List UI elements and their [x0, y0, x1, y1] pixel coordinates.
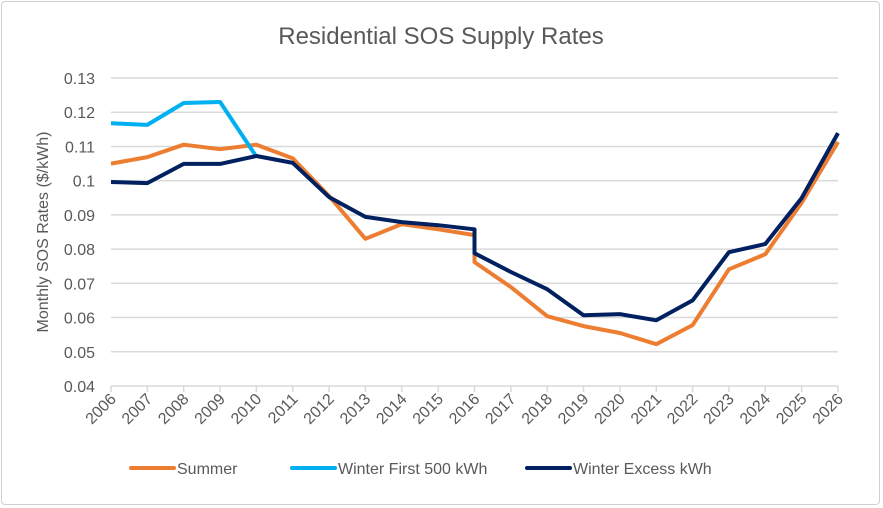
y-tick-label: 0.07: [64, 276, 95, 293]
chart-title: Residential SOS Supply Rates: [278, 23, 604, 50]
y-tick-label: 0.12: [64, 105, 95, 122]
x-tick-label: 2008: [155, 391, 192, 428]
x-tick-label: 2015: [410, 391, 447, 428]
legend-label: Winter First 500 kWh: [338, 461, 487, 478]
x-tick-label: 2013: [337, 391, 374, 428]
x-tick-label: 2018: [519, 391, 556, 428]
x-tick-label: 2019: [555, 391, 592, 428]
series-line-winter-first-500-kwh: [110, 100, 259, 158]
x-tick-label: 2011: [265, 391, 301, 427]
x-tick-label: 2009: [192, 391, 229, 428]
y-tick-label: 0.05: [64, 345, 95, 362]
y-tick-label: 0.13: [64, 71, 95, 88]
x-tick-label: 2021: [628, 391, 665, 428]
x-tick-label: 2014: [373, 391, 410, 428]
y-tick-label: 0.04: [64, 379, 95, 396]
series-line-winter-excess-kwh: [110, 132, 840, 323]
y-tick-label: 0.1: [73, 174, 95, 191]
x-tick-label: 2022: [664, 391, 701, 428]
y-tick-label: 0.09: [64, 208, 95, 225]
y-tick-label: 0.06: [64, 311, 95, 328]
x-tick-label: 2017: [482, 391, 519, 428]
legend-label: Summer: [177, 461, 238, 478]
y-tick-label: 0.08: [64, 242, 95, 259]
x-tick-label: 2024: [737, 391, 774, 428]
legend-label: Winter Excess kWh: [573, 461, 712, 478]
y-tick-label: 0.11: [65, 139, 95, 156]
x-tick-label: 2025: [773, 391, 810, 428]
x-tick-label: 2012: [301, 391, 338, 428]
y-axis-label: Monthly SOS Rates ($/kWh): [35, 132, 52, 333]
x-tick-label: 2006: [83, 391, 120, 428]
x-tick-label: 2010: [228, 391, 265, 428]
x-tick-label: 2016: [446, 391, 483, 428]
x-tick-label: 2007: [119, 391, 156, 428]
x-tick-label: 2020: [592, 391, 629, 428]
x-tick-label: 2026: [810, 391, 847, 428]
x-tick-label: 2023: [701, 391, 738, 428]
